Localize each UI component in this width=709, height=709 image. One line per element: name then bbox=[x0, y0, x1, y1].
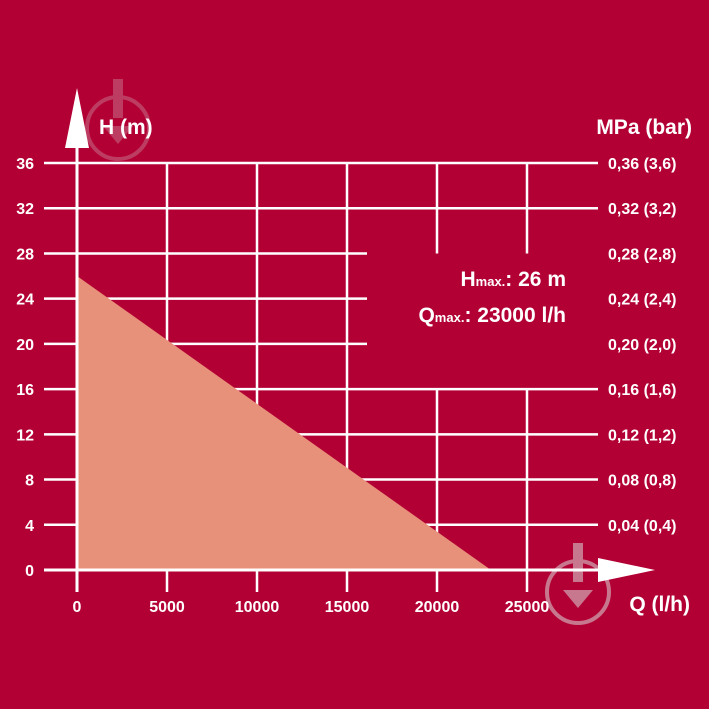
download-badge-icon-top-stem bbox=[113, 79, 123, 118]
x-axis-ticks: 0 5000 10000 15000 20000 25000 bbox=[73, 599, 550, 616]
hmax-symbol: H bbox=[460, 268, 475, 291]
download-badge-icon-top-arrow bbox=[103, 126, 133, 144]
watermark-group bbox=[85, 79, 611, 625]
y-right-tick-label-7: 0,28 (2,8) bbox=[608, 246, 676, 263]
y-right-tick-label-4: 0,16 (1,6) bbox=[608, 382, 676, 399]
qmax-annotation: Qmax.: 23000 l/h bbox=[418, 304, 566, 327]
x-axis-title: Q (l/h) bbox=[629, 593, 690, 616]
qmax-symbol: Q bbox=[418, 304, 434, 327]
y-right-tick-label-5: 0,20 (2,0) bbox=[608, 337, 676, 354]
qmax-value: : 23000 l/h bbox=[464, 304, 566, 327]
y-axis-right-ticks: 0,04 (0,4) 0,08 (0,8) 0,12 (1,2) 0,16 (1,6)… bbox=[608, 156, 676, 535]
y-tick-label-32: 32 bbox=[16, 201, 34, 218]
y-right-tick-label-9: 0,36 (3,6) bbox=[608, 156, 676, 173]
y-right-tick-label-1: 0,04 (0,4) bbox=[608, 518, 676, 535]
y-axis-ticks: 0 4 8 12 16 20 24 28 32 36 bbox=[16, 156, 34, 580]
hmax-subscript: max. bbox=[476, 274, 506, 289]
axes bbox=[44, 88, 655, 592]
y-tick-label-28: 28 bbox=[16, 246, 34, 263]
x-tick-label-0: 0 bbox=[73, 599, 82, 616]
download-badge-icon-bottom-arrow bbox=[563, 590, 593, 608]
y-tick-label-20: 20 bbox=[16, 337, 34, 354]
download-badge-icon-top bbox=[85, 79, 151, 161]
y-right-tick-label-8: 0,32 (3,2) bbox=[608, 201, 676, 218]
x-tick-label-10000: 10000 bbox=[235, 599, 280, 616]
x-tick-label-20000: 20000 bbox=[415, 599, 460, 616]
y-right-tick-label-2: 0,08 (0,8) bbox=[608, 473, 676, 490]
y-axis-arrow bbox=[65, 88, 89, 148]
download-badge-icon-bottom bbox=[545, 543, 611, 625]
qmax-subscript: max. bbox=[435, 310, 465, 325]
performance-area bbox=[77, 276, 491, 570]
x-tick-label-25000: 25000 bbox=[505, 599, 550, 616]
y-right-tick-label-6: 0,24 (2,4) bbox=[608, 292, 676, 309]
hmax-value: : 26 m bbox=[505, 268, 566, 291]
download-badge-icon-bottom-stem bbox=[573, 543, 583, 582]
x-tick-label-5000: 5000 bbox=[149, 599, 185, 616]
hmax-annotation: Hmax.: 26 m bbox=[460, 268, 566, 291]
y-tick-label-24: 24 bbox=[16, 292, 34, 309]
y-tick-label-36: 36 bbox=[16, 156, 34, 173]
x-tick-label-15000: 15000 bbox=[325, 599, 370, 616]
y-axis-right-title: MPa (bar) bbox=[596, 116, 692, 139]
y-tick-label-8: 8 bbox=[25, 473, 34, 490]
y-right-tick-label-3: 0,12 (1,2) bbox=[608, 427, 676, 444]
y-tick-label-16: 16 bbox=[16, 382, 34, 399]
y-tick-label-4: 4 bbox=[25, 518, 34, 535]
y-tick-label-0: 0 bbox=[25, 563, 34, 580]
y-axis-title: H (m) bbox=[99, 116, 153, 139]
y-tick-label-12: 12 bbox=[16, 427, 34, 444]
x-axis-arrow bbox=[598, 558, 655, 582]
download-badge-icon-top-ring bbox=[85, 95, 151, 161]
